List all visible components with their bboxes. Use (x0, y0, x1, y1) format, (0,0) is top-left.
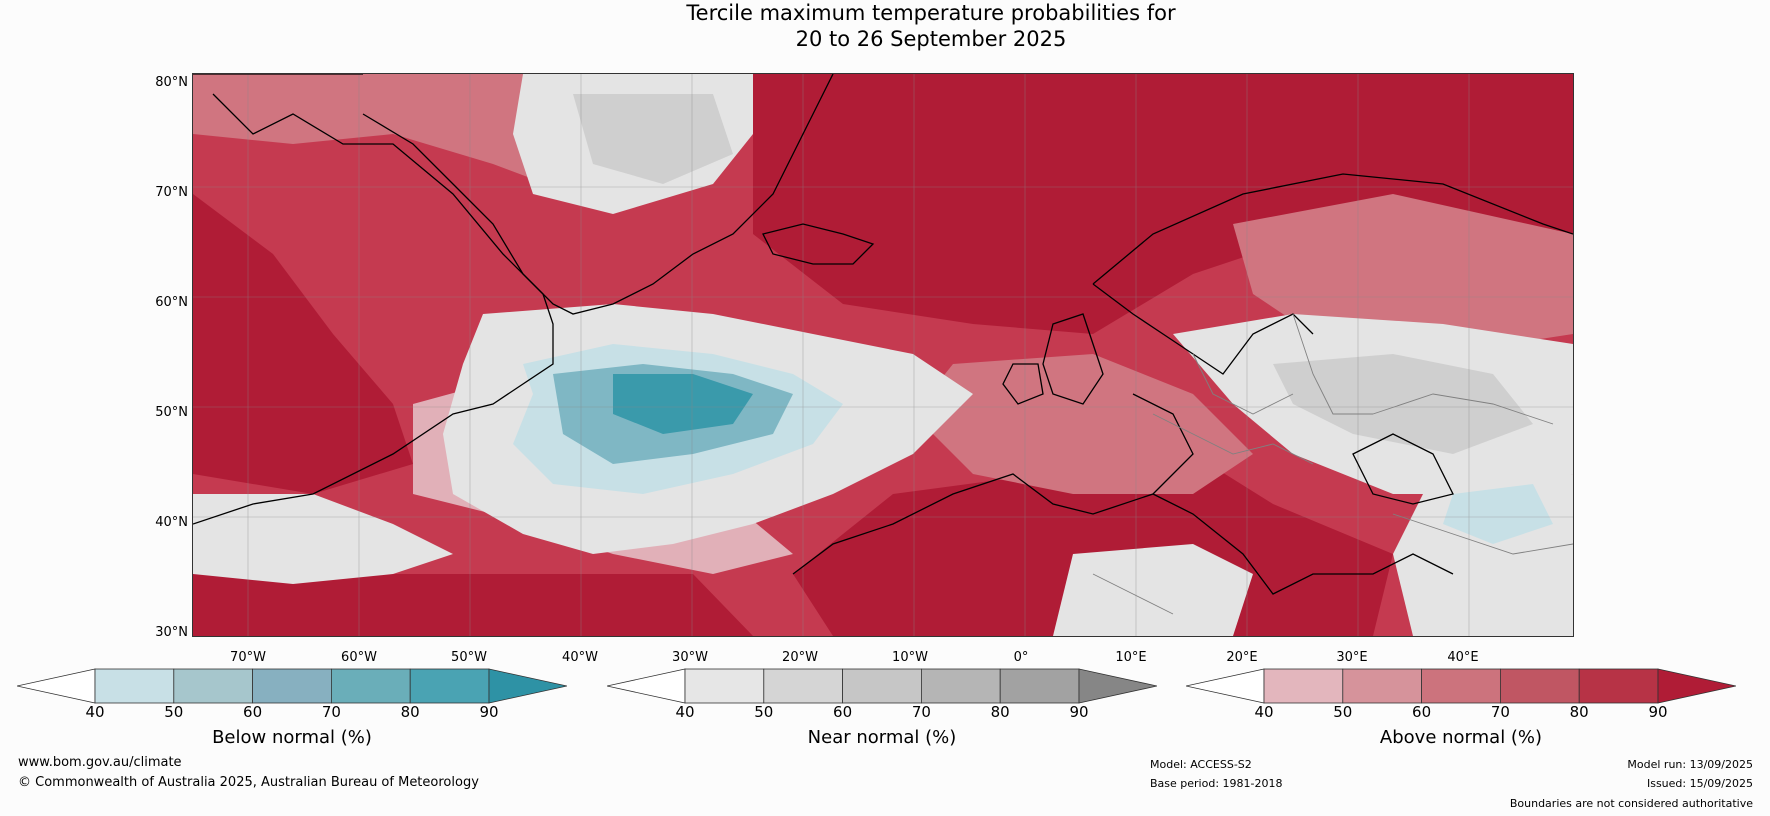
colorbar-below-extend-low (17, 668, 96, 704)
colorbar-below-tick: 50 (164, 703, 184, 721)
coast-black-sea (1352, 433, 1454, 505)
coast-scandinavia-south (1092, 283, 1314, 375)
colorbar-below-tick: 60 (243, 703, 263, 721)
lon-label-50w: 50°W (451, 650, 487, 665)
colorbar-below-segment (94, 668, 175, 704)
colorbar-below-segment (330, 668, 411, 704)
colorbar-above-tick: 40 (1254, 703, 1274, 721)
blue-zone-dark (613, 374, 753, 434)
lon-label-20w: 20°W (782, 650, 818, 665)
colorbar-above-tick: 70 (1490, 703, 1510, 721)
lon-label-30w: 30°W (672, 650, 708, 665)
lon-label-40w: 40°W (562, 650, 598, 665)
colorbar-near-segment (763, 668, 844, 704)
title-line-2: 20 to 26 September 2025 (795, 27, 1067, 51)
lat-label-60n: 60°N (155, 295, 188, 310)
colorbar-below-tick: 80 (400, 703, 420, 721)
colorbar-below-segment (409, 668, 490, 704)
colorbar-near-tick: 60 (833, 703, 853, 721)
colorbar-below-normal (17, 668, 567, 704)
colorbar-above-segment (1499, 668, 1580, 704)
colorbar-near-tick: 80 (990, 703, 1010, 721)
lon-label-10w: 10°W (892, 650, 928, 665)
colorbar-near-segment (999, 668, 1080, 704)
colorbar-below-tick: 70 (321, 703, 341, 721)
colorbar-near-normal (607, 668, 1157, 704)
coast-greenland (362, 74, 834, 315)
blue-zone-caspian (1443, 484, 1553, 544)
grey-zone-west-atlantic (193, 494, 453, 584)
colorbar-title-above: Above normal (%) (1379, 727, 1543, 748)
colorbar-above-tick: 90 (1648, 703, 1668, 721)
pink-zone-scandinavia (1233, 194, 1573, 354)
footer-copyright: © Commonwealth of Australia 2025, Austra… (18, 775, 479, 790)
lon-label-20e: 20°E (1226, 650, 1258, 665)
colorbar-near-tick: 50 (754, 703, 774, 721)
colorbar-near-tick: 70 (911, 703, 931, 721)
coast-iberia-france (792, 393, 1194, 575)
colorbar-above-normal (1186, 668, 1736, 704)
lon-label-30e: 30°E (1336, 650, 1368, 665)
colorbar-near-extend-high (1078, 668, 1157, 704)
colorbar-title-near: Near normal (%) (807, 727, 957, 748)
colorbar-below-segment (252, 668, 332, 704)
colorbar-above-tick: 60 (1412, 703, 1432, 721)
footer-issued: Issued: 15/09/2025 (1646, 777, 1753, 790)
lat-label-30n: 30°N (155, 625, 188, 640)
coast-britain (1042, 313, 1104, 405)
lon-label-40e: 40°E (1447, 650, 1479, 665)
footer-website: www.bom.gov.au/climate (18, 755, 182, 770)
title-line-1: Tercile maximum temperature probabilitie… (686, 1, 1176, 25)
probability-map (192, 73, 1574, 637)
colorbar-above-segment (1263, 668, 1344, 704)
footer-model: Model: ACCESS-S2 (1150, 758, 1252, 771)
map-svg (193, 74, 1573, 636)
footer-disclaimer: Boundaries are not considered authoritat… (1509, 797, 1753, 810)
graticule (193, 74, 1573, 636)
lon-label-70w: 70°W (230, 650, 266, 665)
lat-label-70n: 70°N (155, 185, 188, 200)
colorbar-near-extend-low (607, 668, 686, 704)
colorbar-near-tick: 40 (675, 703, 695, 721)
lon-label-60w: 60°W (341, 650, 377, 665)
colorbar-near-segment (684, 668, 765, 704)
coast-iceland (762, 223, 875, 265)
colorbar-above-segment (1578, 668, 1659, 704)
coastlines (193, 74, 1573, 595)
coast-north-america (193, 93, 554, 525)
lat-label-50n: 50°N (155, 405, 188, 420)
lon-label-0: 0° (1013, 650, 1029, 665)
coast-mediterranean (1152, 493, 1454, 595)
lat-label-80n: 80°N (155, 75, 188, 90)
colorbar-above-segment (1421, 668, 1501, 704)
colorbar-below-segment (173, 668, 254, 704)
colorbar-below-tick: 40 (85, 703, 105, 721)
red-zone-south (193, 574, 753, 636)
colorbar-below-extend-high (488, 668, 567, 704)
lon-label-10e: 10°E (1115, 650, 1147, 665)
colorbar-near-segment (842, 668, 922, 704)
colorbar-title-below: Below normal (%) (212, 727, 372, 748)
grey-zone-greenland-sea-inner (573, 94, 733, 184)
colorbar-above-extend-high (1657, 668, 1736, 704)
colorbar-below-tick: 90 (479, 703, 499, 721)
colorbar-above-extend-low (1186, 668, 1265, 704)
country-borders (1092, 313, 1573, 615)
red-zone-north-atlantic (753, 74, 1573, 334)
colorbar-above-tick: 50 (1333, 703, 1353, 721)
footer-base-period: Base period: 1981-2018 (1150, 777, 1283, 790)
footer-model-run: Model run: 13/09/2025 (1627, 758, 1753, 771)
map-title: Tercile maximum temperature probabilitie… (0, 0, 1770, 52)
colorbar-above-tick: 80 (1569, 703, 1589, 721)
lat-label-40n: 40°N (155, 515, 188, 530)
pink-zone-europe (913, 354, 1253, 494)
colorbar-above-segment (1342, 668, 1423, 704)
coast-ireland (1002, 363, 1044, 405)
colorbar-near-tick: 90 (1069, 703, 1089, 721)
colorbar-near-segment (920, 668, 1001, 704)
grey-zone-north-africa (1053, 544, 1253, 636)
coast-scandinavia-north (1092, 173, 1573, 285)
